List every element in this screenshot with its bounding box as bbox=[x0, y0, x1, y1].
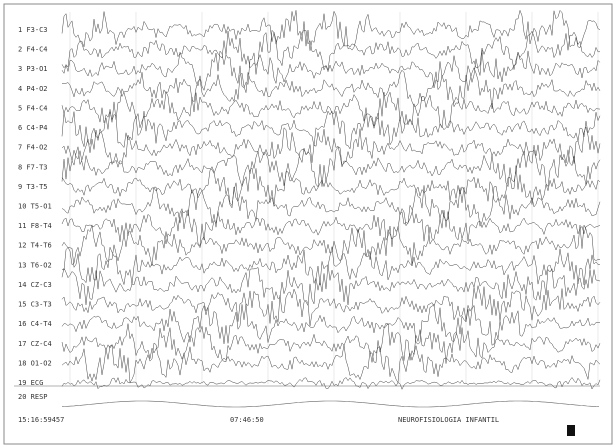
marker-square bbox=[567, 425, 575, 436]
channel-label: 8 F7-T3 bbox=[18, 163, 48, 171]
channel-label: 19 ECG bbox=[18, 379, 43, 387]
channel-label: 11 F8-T4 bbox=[18, 222, 52, 230]
channel-label: 15 C3-T3 bbox=[18, 301, 52, 309]
footer-center: 07:46:50 bbox=[230, 416, 264, 424]
eeg-printout: 20 RESP 15:16:59457 07:46:50 NEUROFISIOL… bbox=[0, 0, 616, 448]
footer-right: NEUROFISIOLOGIA INFANTIL bbox=[398, 416, 499, 424]
channel-label: 3 P3-O1 bbox=[18, 65, 48, 73]
channel-label: 2 F4-C4 bbox=[18, 46, 48, 54]
channel-label: 12 T4-T6 bbox=[18, 242, 52, 250]
channel-label: 4 P4-O2 bbox=[18, 85, 48, 93]
channel-label: 13 T6-O2 bbox=[18, 261, 52, 269]
channel-label: 14 CZ-C3 bbox=[18, 281, 52, 289]
channel-label: 16 C4-T4 bbox=[18, 320, 52, 328]
channel-label: 18 O1-O2 bbox=[18, 359, 52, 367]
channel-label: 17 CZ-C4 bbox=[18, 340, 52, 348]
channel-label: 1 F3-C3 bbox=[18, 26, 48, 34]
channel-label: 7 F4-O2 bbox=[18, 144, 48, 152]
footer-left: 15:16:59457 bbox=[18, 416, 64, 424]
channel-label: 6 C4-P4 bbox=[18, 124, 48, 132]
channel-label: 9 T3-T5 bbox=[18, 183, 48, 191]
channel-label: 10 T5-O1 bbox=[18, 203, 52, 211]
resp-label: 20 RESP bbox=[18, 393, 48, 401]
channel-label: 5 F4-C4 bbox=[18, 104, 48, 112]
